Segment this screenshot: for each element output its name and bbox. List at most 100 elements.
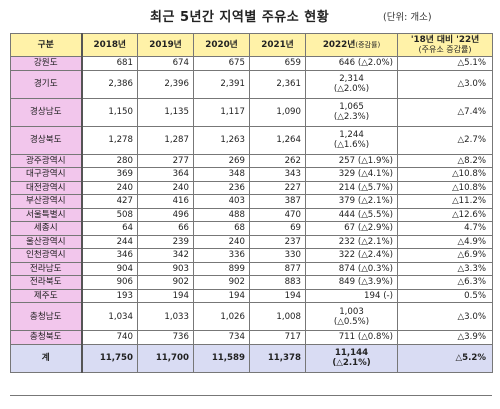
table-row: 전라남도 904 903 899 877 874 (△0.3%) △3.3%	[10, 261, 493, 276]
cell-2018: 681	[81, 56, 138, 71]
cell-2019: 239	[137, 234, 194, 249]
cell-2021: 470	[249, 207, 306, 222]
cell-2019: 277	[137, 153, 194, 168]
cell-2021: 1,008	[249, 302, 306, 331]
rate-2022: (△2.9%)	[357, 223, 393, 234]
trend-cell: 0.5%	[397, 288, 493, 303]
trend-cell: △6.3%	[397, 275, 493, 290]
region-cell: 부산광역시	[10, 194, 83, 209]
header-2021: 2021년	[249, 33, 306, 57]
value-2022: 1,003	[339, 306, 364, 317]
value-2022: 1,244	[339, 130, 364, 140]
table-body: 강원도 681 674 675 659 646 (△2.0%) △5.1% 경기도 2,386 2…	[10, 56, 493, 373]
region-cell: 제주도	[10, 288, 83, 303]
trend-cell: △7.4%	[397, 97, 493, 127]
table-row: 대전광역시 240 240 236 227 214 (△5.7%) △10.8%	[10, 180, 493, 195]
table-row: 경상북도 1,278 1,287 1,263 1,264 1,244 (△1.6%) △2.7…	[10, 125, 493, 155]
cell-2018: 906	[81, 275, 138, 290]
rate-2022: (△5.5%)	[357, 209, 393, 220]
cell-2019: 66	[137, 221, 194, 236]
value-2022: 214	[338, 182, 356, 193]
cell-2020: 734	[193, 330, 250, 345]
cell-2021: 883	[249, 275, 306, 290]
cell-2020: 899	[193, 261, 250, 276]
region-cell: 경기도	[10, 69, 83, 99]
table-row: 광주광역시 280 277 269 262 257 (△1.9%) △8.2%	[10, 153, 493, 168]
region-cell: 대구광역시	[10, 167, 83, 182]
cell-2022: 11,144 (△2.1%)	[305, 343, 398, 373]
unit-label: (단위: 개소)	[383, 12, 432, 23]
value-2022: 1,065	[339, 102, 364, 112]
cell-2019: 903	[137, 261, 194, 276]
cell-2020: 194	[193, 288, 250, 303]
header-2022: 2022년(증감률)	[305, 33, 398, 57]
cell-2018: 193	[81, 288, 138, 303]
value-2022: 379	[338, 196, 356, 207]
region-cell: 전라북도	[10, 275, 83, 290]
cell-2019: 11,700	[137, 343, 194, 373]
title-row: 최근 5년간 지역별 주유소 현황 (단위: 개소)	[0, 6, 500, 26]
cell-2021: 2,361	[249, 69, 306, 99]
cell-2020: 336	[193, 248, 250, 263]
header-2019: 2019년	[137, 33, 194, 57]
cell-2022: 646 (△2.0%)	[305, 56, 398, 71]
table-row: 울산광역시 244 239 240 237 232 (△2.1%) △4.9%	[10, 234, 493, 249]
cell-2022: 329 (△4.1%)	[305, 167, 398, 182]
cell-2022: 2,314 (△2.0%)	[305, 69, 398, 99]
cell-2022: 194 (-)	[305, 288, 398, 303]
region-cell: 경상북도	[10, 125, 83, 155]
table-row: 세종시 64 66 68 69 67 (△2.9%) 4.7%	[10, 221, 493, 236]
table-row: 제주도 193 194 194 194 194 (-) 0.5%	[10, 288, 493, 303]
cell-2019: 1,135	[137, 97, 194, 127]
cell-2022: 257 (△1.9%)	[305, 153, 398, 168]
cell-2021: 11,378	[249, 343, 306, 373]
region-cell: 계	[10, 343, 83, 373]
cell-2020: 1,117	[193, 97, 250, 127]
rate-2022: (-)	[383, 290, 393, 301]
rate-2022: (△2.1%)	[332, 358, 371, 368]
table-row: 충청남도 1,034 1,033 1,026 1,008 1,003 (△0.5%) △3.0…	[10, 302, 493, 331]
value-2022: 2,314	[339, 74, 364, 84]
region-cell: 전라남도	[10, 261, 83, 276]
value-2022: 67	[344, 223, 356, 234]
cell-2021: 1,264	[249, 125, 306, 155]
cell-2022: 322 (△2.4%)	[305, 248, 398, 263]
cell-2019: 902	[137, 275, 194, 290]
table-row: 충청북도 740 736 734 717 711 (△0.8%) △3.9%	[10, 330, 493, 345]
value-2022: 711	[338, 332, 356, 343]
table-row: 인천광역시 346 342 336 330 322 (△2.4%) △6.9%	[10, 248, 493, 263]
cell-2020: 68	[193, 221, 250, 236]
region-cell: 광주광역시	[10, 153, 83, 168]
cell-2022: 1,003 (△0.5%)	[305, 302, 398, 331]
rate-2022: (△0.8%)	[357, 332, 393, 343]
cell-2021: 194	[249, 288, 306, 303]
cell-2022: 874 (△0.3%)	[305, 261, 398, 276]
cell-2021: 717	[249, 330, 306, 345]
trend-cell: △10.8%	[397, 180, 493, 195]
value-2022: 194	[364, 290, 381, 301]
cell-2020: 2,391	[193, 69, 250, 99]
region-cell: 대전광역시	[10, 180, 83, 195]
region-cell: 울산광역시	[10, 234, 83, 249]
table-row: 서울특별시 508 496 488 470 444 (△5.5%) △12.6%	[10, 207, 493, 222]
bottom-divider	[10, 395, 492, 396]
trend-cell: △5.2%	[397, 343, 493, 373]
cell-2018: 740	[81, 330, 138, 345]
rate-2022: (△0.5%)	[333, 316, 370, 327]
rate-2022: (△0.3%)	[357, 263, 393, 274]
region-cell: 강원도	[10, 56, 83, 71]
cell-2020: 902	[193, 275, 250, 290]
cell-2019: 1,033	[137, 302, 194, 331]
header-region: 구분	[10, 33, 83, 57]
header-row: 구분 2018년 2019년 2020년 2021년 2022년(증감률) '1…	[10, 33, 493, 57]
cell-2018: 346	[81, 248, 138, 263]
table-row: 경상남도 1,150 1,135 1,117 1,090 1,065 (△2.3%) △7.4…	[10, 97, 493, 127]
header-trend-line2: (주유소 증감률)	[418, 45, 472, 54]
cell-2022: 379 (△2.1%)	[305, 194, 398, 209]
rate-2022: (△1.6%)	[333, 140, 370, 150]
rate-2022: (△5.7%)	[357, 182, 393, 193]
region-cell: 서울특별시	[10, 207, 83, 222]
cell-2021: 343	[249, 167, 306, 182]
cell-2018: 240	[81, 180, 138, 195]
region-cell: 충청북도	[10, 330, 83, 345]
